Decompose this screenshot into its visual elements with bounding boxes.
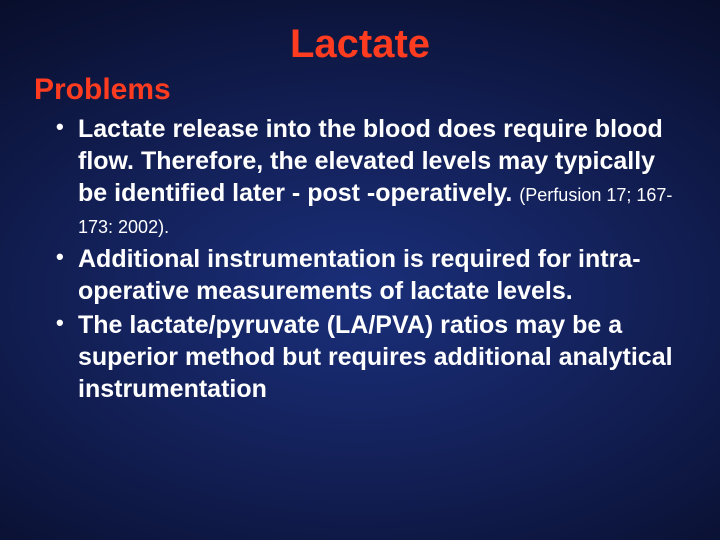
bullet-text: Additional instrumentation is required f…	[78, 245, 641, 305]
bullet-list: Lactate release into the blood does requ…	[0, 113, 720, 405]
slide: Lactate Problems Lactate release into th…	[0, 0, 720, 540]
list-item: The lactate/pyruvate (LA/PVA) ratios may…	[78, 309, 688, 405]
list-item: Additional instrumentation is required f…	[78, 243, 688, 307]
section-subhead: Problems	[0, 73, 720, 113]
slide-title: Lactate	[0, 0, 720, 73]
list-item: Lactate release into the blood does requ…	[78, 113, 688, 241]
bullet-text: The lactate/pyruvate (LA/PVA) ratios may…	[78, 311, 673, 403]
